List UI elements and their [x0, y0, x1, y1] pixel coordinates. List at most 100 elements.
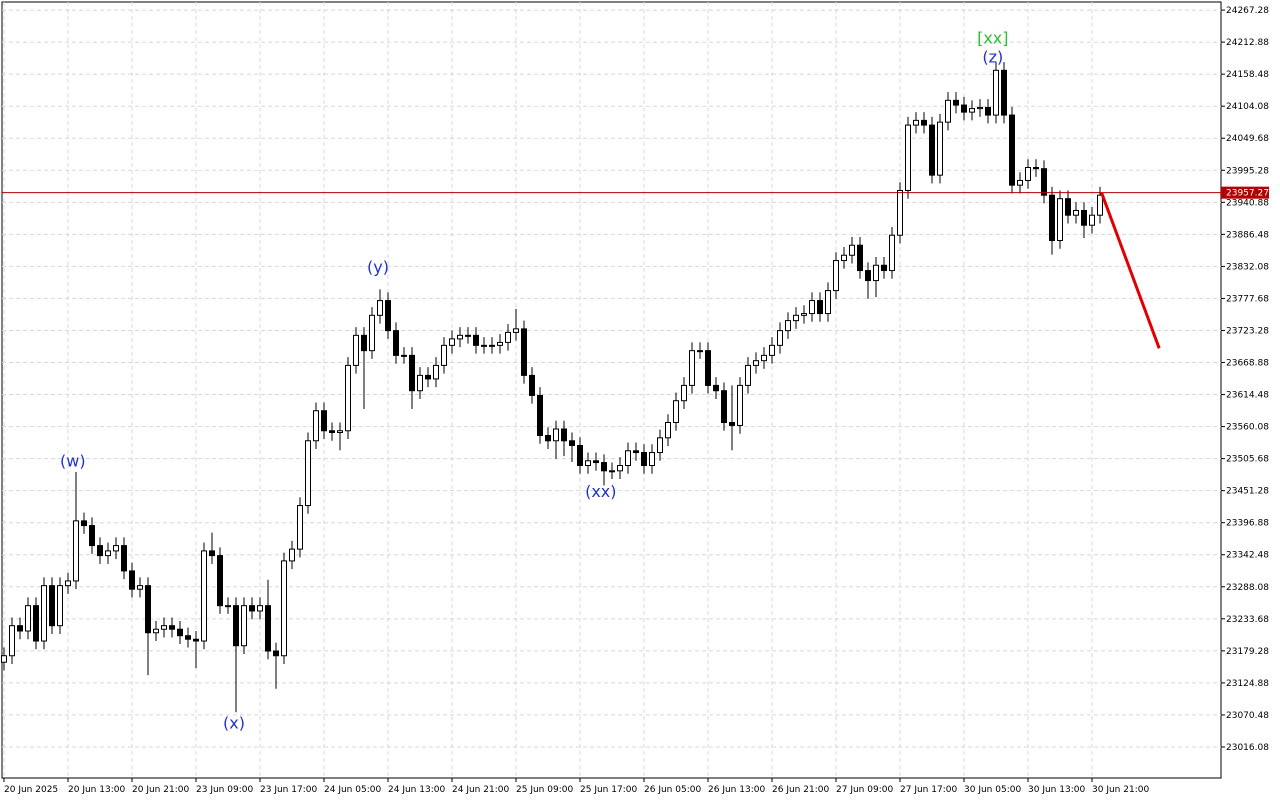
candle-body: [425, 374, 431, 380]
candle-body: [1009, 114, 1015, 186]
candle-body: [81, 520, 87, 527]
y-tick-label: 23342.48: [1226, 551, 1269, 561]
candle-body: [113, 545, 119, 552]
x-tick-label: 26 Jun 21:00: [772, 785, 829, 795]
y-tick-label: 23668.88: [1226, 359, 1269, 369]
candle-body: [945, 99, 951, 123]
candle-body: [609, 470, 615, 473]
y-tick-label: 23233.68: [1226, 615, 1269, 625]
candle-body: [41, 585, 47, 642]
forecast-line: [1100, 192, 1161, 349]
candle-body: [65, 580, 71, 587]
y-tick-label: 23396.88: [1226, 519, 1269, 529]
candle-body: [73, 520, 79, 582]
candle-body: [649, 452, 655, 467]
y-tick-label: 24104.08: [1226, 102, 1269, 112]
candle-body: [833, 260, 839, 292]
x-tick-label: 24 Jun 05:00: [324, 785, 381, 795]
candle-body: [593, 460, 599, 464]
candle-body: [489, 344, 495, 347]
candle-body: [249, 605, 255, 612]
candle-body: [369, 314, 375, 352]
candle-body: [905, 124, 911, 191]
x-tick-label: 20 Jun 13:00: [68, 785, 125, 795]
candle-body: [1025, 166, 1031, 181]
candle-body: [561, 428, 567, 442]
candle-body: [393, 330, 399, 356]
candle-body: [537, 394, 543, 436]
candle-body: [1073, 209, 1079, 216]
candle-body: [897, 189, 903, 236]
y-tick-label: 23451.28: [1226, 487, 1269, 497]
wave-label: (y): [367, 258, 389, 277]
y-tick-label: 23179.28: [1226, 647, 1269, 657]
y-tick-label: 23505.68: [1226, 455, 1269, 465]
candle-body: [1001, 69, 1007, 116]
candle-body: [961, 104, 967, 113]
candle-body: [137, 585, 143, 590]
candle-body: [777, 330, 783, 346]
candle-body: [873, 264, 879, 282]
y-tick-label: 24158.48: [1226, 70, 1269, 80]
candle-body: [201, 550, 207, 642]
x-tick-label: 27 Jun 09:00: [836, 785, 893, 795]
candle-body: [913, 119, 919, 126]
candle-body: [729, 422, 735, 426]
y-tick-label: 23832.08: [1226, 262, 1269, 272]
candle-body: [817, 300, 823, 315]
candle-body: [273, 650, 279, 657]
candle-body: [169, 625, 175, 630]
plot-frame: [1, 1, 1222, 779]
candle-body: [473, 334, 479, 346]
candle-body: [801, 313, 807, 316]
candle-body: [529, 374, 535, 396]
candle-body: [105, 550, 111, 557]
wave-label: (w): [60, 451, 86, 470]
candle-body: [737, 384, 743, 426]
candle-body: [761, 354, 767, 362]
candle-body: [577, 444, 583, 467]
candle-body: [937, 121, 943, 176]
candle-body: [401, 354, 407, 357]
wave-label: (xx): [585, 482, 616, 501]
candle-body: [129, 570, 135, 590]
candle-body: [329, 430, 335, 434]
candle-body: [1033, 166, 1039, 170]
candle-body: [753, 360, 759, 366]
candle-body: [865, 270, 871, 282]
candle-body: [289, 548, 295, 562]
candle-body: [433, 364, 439, 380]
y-tick-label: 23723.28: [1226, 326, 1269, 336]
candle-body: [377, 300, 383, 316]
y-tick-label: 24267.28: [1226, 6, 1269, 16]
wave-label: (x): [223, 714, 245, 733]
candle-body: [505, 331, 511, 343]
x-tick-label: 24 Jun 21:00: [452, 785, 509, 795]
candle-body: [481, 344, 487, 347]
candle-body: [809, 300, 815, 315]
candle-body: [585, 460, 591, 467]
candle-body: [881, 264, 887, 272]
candle-body: [49, 585, 55, 627]
candle-body: [633, 450, 639, 454]
candle-body: [601, 462, 607, 472]
candle-body: [321, 410, 327, 432]
y-tick-label: 24212.88: [1226, 38, 1269, 48]
candle-body: [769, 344, 775, 356]
x-tick-label: 23 Jun 17:00: [260, 785, 317, 795]
wave-label: (z): [982, 47, 1003, 66]
candle-body: [641, 452, 647, 467]
x-tick-label: 30 Jun 13:00: [1028, 785, 1085, 795]
candle-body: [145, 585, 151, 634]
candle-body: [281, 560, 287, 657]
candle-body: [465, 334, 471, 337]
y-tick-label: 24049.68: [1226, 134, 1269, 144]
candle-body: [785, 320, 791, 332]
candle-body: [305, 440, 311, 507]
candle-body: [825, 290, 831, 315]
candle-body: [265, 605, 271, 652]
candle-body: [1041, 168, 1047, 196]
candle-body: [1089, 214, 1095, 226]
